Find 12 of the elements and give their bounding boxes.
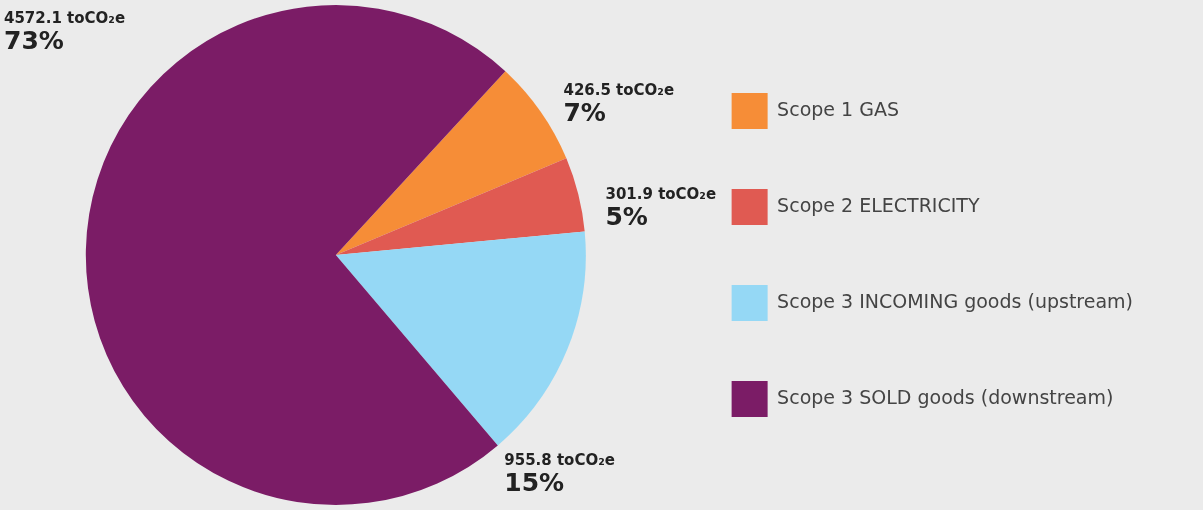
- legend-label: Scope 3 SOLD goods (downstream): [777, 385, 1114, 408]
- data-label: 426.5 toCO₂e: [563, 81, 675, 100]
- data-label: 301.9 toCO₂e: [605, 185, 717, 204]
- text: 7%: [563, 98, 606, 128]
- legend-label: Scope 1 GAS: [777, 97, 899, 120]
- text: 15%: [504, 468, 565, 498]
- text: 73%: [4, 26, 64, 55]
- data-label: 955.8 toCO₂e: [504, 451, 615, 470]
- legend-label: Scope 3 INCOMING goods (upstream): [777, 289, 1134, 312]
- text: 5%: [605, 202, 648, 232]
- legend-label: Scope 2 ELECTRICITY: [777, 193, 980, 216]
- data-label: 4572.1 toCO₂e: [4, 9, 126, 27]
